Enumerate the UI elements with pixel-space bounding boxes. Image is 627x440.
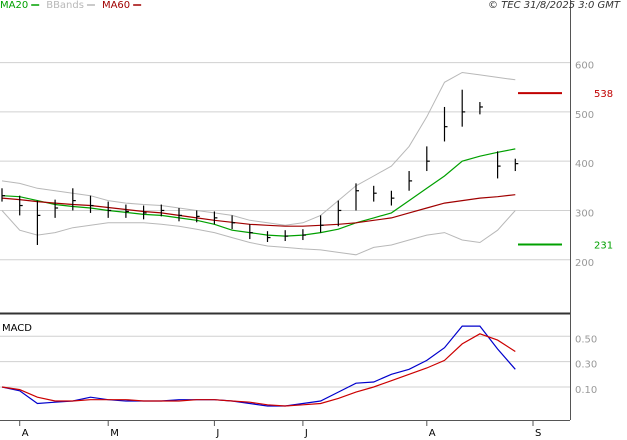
legend-label: BBands xyxy=(46,0,84,11)
y-tick-label: 200 xyxy=(575,258,594,269)
macd-title: MACD xyxy=(2,323,32,334)
x-tick-label: S xyxy=(535,428,541,439)
bband-upper xyxy=(1,71,516,226)
y-tick-label: 0.50 xyxy=(575,334,597,345)
y-tick-label: 600 xyxy=(575,61,594,72)
x-tick-label: J xyxy=(215,428,219,439)
bband-lower xyxy=(1,210,516,256)
macd-line xyxy=(1,333,516,407)
ma-line xyxy=(1,148,516,237)
level-label: 231 xyxy=(594,240,613,251)
x-tick-label: A xyxy=(22,428,29,439)
y-tick-label: 500 xyxy=(575,110,594,121)
x-tick-label: A xyxy=(429,428,436,439)
y-tick-label: 300 xyxy=(575,208,594,219)
y-tick-label: 400 xyxy=(575,159,594,170)
y-tick-label: 0.10 xyxy=(575,385,597,396)
legend-label: MA60 xyxy=(102,0,130,11)
y-tick-label: 0.30 xyxy=(575,360,597,371)
level-label: 538 xyxy=(594,89,613,100)
x-tick-label: J xyxy=(304,428,308,439)
legend-label: MA20 xyxy=(0,0,28,11)
x-tick-label: M xyxy=(110,428,119,439)
macd-line xyxy=(1,325,516,407)
copyright: © TEC 31/8/2025 3:0 GMT xyxy=(488,0,621,11)
ma-line xyxy=(1,194,516,227)
